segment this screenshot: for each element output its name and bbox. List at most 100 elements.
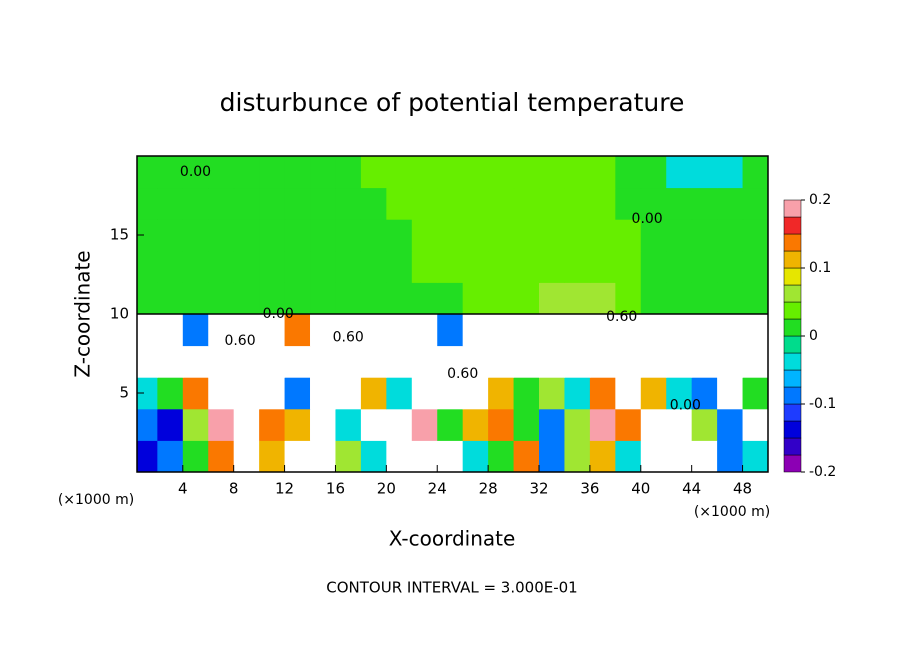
field-cell bbox=[386, 408, 413, 441]
field-cell bbox=[640, 314, 667, 347]
colorbar-swatch bbox=[783, 199, 802, 218]
field-cell bbox=[437, 440, 464, 472]
field-cell bbox=[615, 377, 642, 410]
field-cell bbox=[182, 440, 209, 472]
field-cell bbox=[335, 219, 362, 252]
field-cell bbox=[137, 187, 158, 220]
contour-label: 0.00 bbox=[263, 306, 294, 322]
colorbar-swatch bbox=[783, 233, 802, 252]
field-cell bbox=[157, 314, 184, 347]
field-cell bbox=[488, 156, 515, 189]
field-cell bbox=[462, 156, 489, 189]
field-cell bbox=[259, 250, 286, 283]
field-cell bbox=[539, 408, 565, 441]
contour-label: 0.60 bbox=[224, 333, 255, 349]
colorbar-swatch bbox=[783, 437, 802, 456]
field-cell bbox=[310, 219, 336, 252]
x-tick-label: 28 bbox=[479, 480, 498, 498]
field-cell bbox=[589, 377, 616, 410]
field-cell bbox=[137, 282, 158, 315]
field-cell bbox=[386, 187, 413, 220]
field-cell bbox=[182, 377, 209, 410]
x-tick-label: 36 bbox=[580, 480, 599, 498]
field-cell bbox=[233, 440, 260, 472]
field-cell bbox=[208, 156, 235, 189]
field-cell bbox=[284, 219, 311, 252]
field-cell bbox=[208, 282, 235, 315]
field-cell bbox=[564, 187, 591, 220]
field-cell bbox=[564, 156, 591, 189]
colorbar-tick-label: 0.2 bbox=[809, 192, 831, 208]
field-cell bbox=[539, 282, 565, 315]
field-cell bbox=[310, 314, 336, 347]
field-cell bbox=[386, 314, 413, 347]
colorbar-swatch bbox=[783, 284, 802, 303]
field-cell bbox=[742, 156, 768, 189]
colorbar-swatch bbox=[783, 352, 802, 371]
field-cell bbox=[335, 250, 362, 283]
field-cell bbox=[615, 250, 642, 283]
field-cell bbox=[182, 345, 209, 378]
field-cell bbox=[742, 345, 768, 378]
field-cell bbox=[233, 187, 260, 220]
field-cell bbox=[157, 345, 184, 378]
contour-label: 0.00 bbox=[632, 211, 663, 227]
field-cell bbox=[615, 187, 642, 220]
x-unit-label: (×1000 m) bbox=[694, 504, 770, 520]
field-cell bbox=[259, 282, 286, 315]
field-cell bbox=[615, 219, 642, 252]
field-cell bbox=[411, 219, 438, 252]
field-cell bbox=[233, 250, 260, 283]
field-cell bbox=[182, 187, 209, 220]
field-cell bbox=[615, 345, 642, 378]
field-cell bbox=[208, 250, 235, 283]
field-cell bbox=[488, 440, 515, 472]
field-cell bbox=[488, 408, 515, 441]
contour-label: 0.60 bbox=[606, 309, 637, 325]
field-cell bbox=[488, 250, 515, 283]
field-cell bbox=[137, 314, 158, 347]
field-cell bbox=[589, 187, 616, 220]
field-cell bbox=[411, 345, 438, 378]
field-cell bbox=[335, 377, 362, 410]
field-cell bbox=[335, 440, 362, 472]
field-cell bbox=[462, 377, 489, 410]
field-cell bbox=[284, 408, 311, 441]
field-cell bbox=[513, 408, 540, 441]
field-cell bbox=[666, 314, 693, 347]
field-cell bbox=[564, 314, 591, 347]
field-cell bbox=[462, 440, 489, 472]
field-cell bbox=[360, 345, 387, 378]
field-cell bbox=[386, 219, 413, 252]
field-cell bbox=[208, 377, 235, 410]
field-cell bbox=[717, 156, 744, 189]
field-cell bbox=[462, 345, 489, 378]
field-cell bbox=[589, 250, 616, 283]
x-tick-label: 8 bbox=[229, 480, 239, 498]
x-axis-label: X-coordinate bbox=[389, 527, 516, 551]
x-tick-label: 12 bbox=[275, 480, 294, 498]
field-cell bbox=[157, 187, 184, 220]
field-cell bbox=[717, 250, 744, 283]
field-cell bbox=[360, 408, 387, 441]
field-cell bbox=[208, 314, 235, 347]
field-cell bbox=[666, 156, 693, 189]
field-cell bbox=[335, 282, 362, 315]
field-cell bbox=[640, 250, 667, 283]
field-cell bbox=[182, 219, 209, 252]
field-cell bbox=[666, 440, 693, 472]
colorbar-swatch bbox=[783, 267, 802, 286]
field-cell bbox=[360, 377, 387, 410]
field-cell bbox=[360, 156, 387, 189]
field-cell bbox=[717, 408, 744, 441]
field-cell bbox=[462, 282, 489, 315]
field-cell bbox=[137, 377, 158, 410]
field-cell bbox=[360, 440, 387, 472]
colorbar-swatch bbox=[783, 335, 802, 354]
field-cell bbox=[411, 314, 438, 347]
y-tick-label: 10 bbox=[110, 305, 129, 323]
colorbar-tick-label: 0 bbox=[809, 328, 818, 344]
field-cell bbox=[717, 187, 744, 220]
field-cell bbox=[386, 440, 413, 472]
field-cell bbox=[691, 282, 718, 315]
